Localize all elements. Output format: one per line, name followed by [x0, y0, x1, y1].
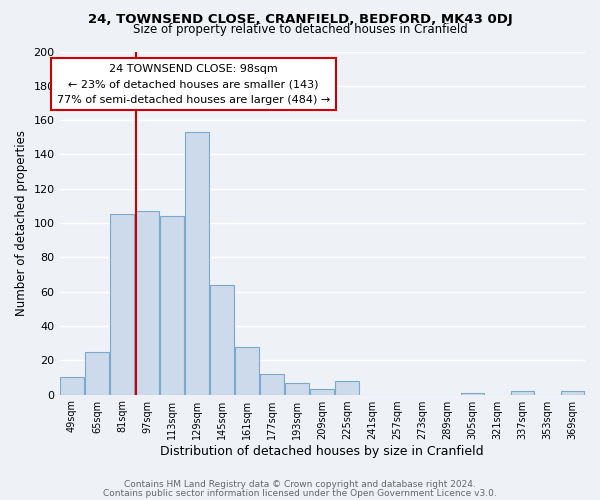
Bar [310, 390, 334, 394]
Bar [60, 378, 84, 394]
Text: 24, TOWNSEND CLOSE, CRANFIELD, BEDFORD, MK43 0DJ: 24, TOWNSEND CLOSE, CRANFIELD, BEDFORD, … [88, 12, 512, 26]
Text: Contains HM Land Registry data © Crown copyright and database right 2024.: Contains HM Land Registry data © Crown c… [124, 480, 476, 489]
Bar [511, 391, 535, 394]
Bar [286, 382, 309, 394]
Y-axis label: Number of detached properties: Number of detached properties [15, 130, 28, 316]
Bar [185, 132, 209, 394]
Bar [461, 393, 484, 394]
Bar [560, 391, 584, 394]
Bar [85, 352, 109, 395]
X-axis label: Distribution of detached houses by size in Cranfield: Distribution of detached houses by size … [160, 444, 484, 458]
Bar [210, 285, 234, 395]
Bar [135, 211, 159, 394]
Bar [335, 381, 359, 394]
Text: Contains public sector information licensed under the Open Government Licence v3: Contains public sector information licen… [103, 488, 497, 498]
Bar [160, 216, 184, 394]
Bar [110, 214, 134, 394]
Text: 24 TOWNSEND CLOSE: 98sqm
← 23% of detached houses are smaller (143)
77% of semi-: 24 TOWNSEND CLOSE: 98sqm ← 23% of detach… [57, 64, 330, 104]
Text: Size of property relative to detached houses in Cranfield: Size of property relative to detached ho… [133, 22, 467, 36]
Bar [260, 374, 284, 394]
Bar [235, 346, 259, 395]
